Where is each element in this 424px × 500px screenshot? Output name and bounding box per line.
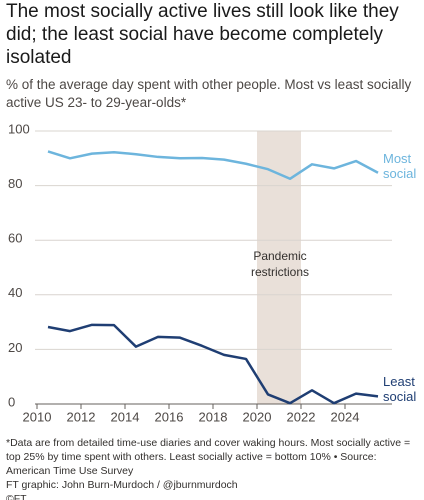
chart-subtitle: % of the average day spent with other pe… (6, 77, 412, 110)
x-tick-label: 2018 (199, 409, 228, 424)
series-line (47, 150, 379, 181)
x-tick-label: 2024 (331, 409, 360, 424)
x-tick-label: 2010 (23, 409, 52, 424)
y-tick-label: 60 (8, 231, 22, 246)
x-tick-label: 2014 (111, 409, 140, 424)
footnote: *Data are from detailed time-use diaries… (6, 437, 411, 477)
y-tick-label: 100 (8, 121, 30, 136)
x-tick-label: 2020 (243, 409, 272, 424)
x-tick-label: 2012 (67, 409, 96, 424)
y-tick-label: 20 (8, 340, 22, 355)
y-tick-label: 40 (8, 285, 22, 300)
x-tick-label: 2022 (287, 409, 316, 424)
annotation: Pandemic restrictions (250, 249, 309, 279)
series-line (47, 323, 379, 405)
series-label: Most social (383, 150, 417, 181)
chart-title: The most socially active lives still loo… (6, 1, 399, 68)
footer: *Data are from detailed time-use diaries… (6, 436, 420, 500)
y-tick-label: 80 (8, 176, 22, 191)
series-label: Least social (383, 374, 417, 405)
logo: ©FT (6, 493, 27, 500)
x-tick-label: 2016 (155, 409, 184, 424)
credit: FT graphic: John Burn-Murdoch / @jburnmu… (6, 479, 238, 491)
y-tick-label: 0 (8, 394, 15, 409)
